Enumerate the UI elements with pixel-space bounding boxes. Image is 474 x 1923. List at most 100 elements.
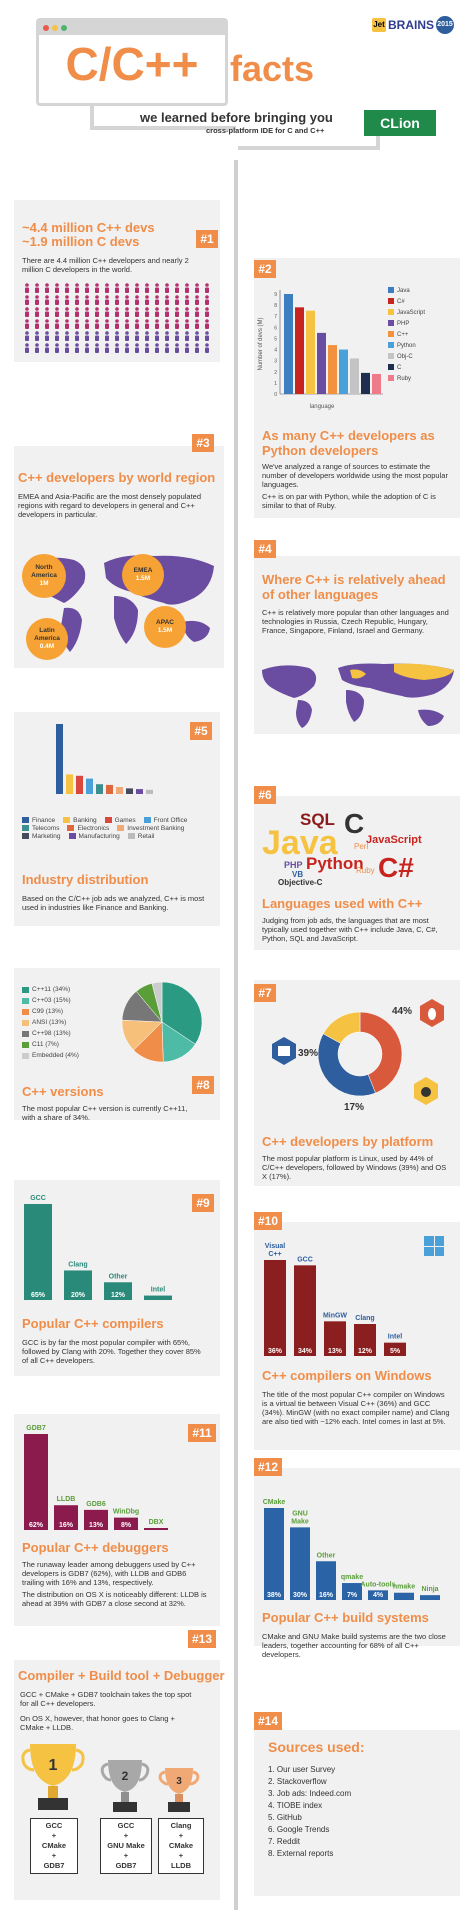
s7-title: C++ versions: [22, 1084, 104, 1099]
person-icon: [75, 347, 79, 353]
person-icon: [135, 299, 139, 305]
category-label: GDB7: [26, 1425, 46, 1432]
person-icon: [115, 287, 119, 293]
person-icon: [195, 343, 199, 347]
legend-label: Electronics: [77, 824, 110, 832]
person-icon: [205, 323, 209, 329]
person-icon: [55, 335, 59, 341]
person-icon: [155, 331, 159, 335]
svg-text:3: 3: [176, 1776, 182, 1787]
legend-swatch: [388, 309, 394, 315]
person-icon: [75, 295, 79, 299]
person-icon: [45, 295, 49, 299]
legend-label: Finance: [32, 816, 56, 824]
person-icon: [75, 331, 79, 335]
person-icon: [205, 299, 209, 305]
close-dot: [43, 25, 49, 31]
category-label: nmake: [393, 1584, 415, 1591]
person-icon: [35, 311, 39, 317]
person-icon: [135, 319, 139, 323]
person-icon: [135, 283, 139, 287]
category-label: GNU: [292, 1510, 308, 1517]
slice-label: 17%: [344, 1102, 364, 1112]
bar: [104, 1282, 132, 1300]
bar: [394, 1592, 414, 1600]
person-icon: [185, 331, 189, 335]
window-titlebar: [39, 21, 225, 35]
jetbrains-icon: Jet: [372, 18, 386, 32]
category-label: LLDB: [57, 1496, 76, 1503]
person-icon: [125, 295, 129, 299]
languages-chart: 0 1 2 3 4 5 6 7 8 9 Number of devs (M) language Java…: [258, 287, 425, 410]
person-icon: [135, 323, 139, 329]
person-icon: [45, 287, 49, 293]
person-icon: [205, 347, 209, 353]
data-label: 4%: [373, 1592, 384, 1599]
person-icon: [105, 295, 109, 299]
s10-text: The title of the most popular C++ compil…: [262, 1390, 450, 1426]
category-label: MinGW: [323, 1312, 347, 1319]
person-icon: [115, 323, 119, 329]
person-icon: [65, 335, 69, 341]
person-icon: [105, 331, 109, 335]
category-label: Other: [109, 1273, 128, 1280]
person-icon: [145, 323, 149, 329]
category-label: qmake: [341, 1574, 363, 1581]
person-icon: [55, 299, 59, 305]
person-icon: [105, 319, 109, 323]
legend-swatch: [388, 320, 394, 326]
legend-swatch: [22, 1019, 29, 1026]
person-icon: [65, 343, 69, 347]
person-icon: [205, 307, 209, 311]
bar: [294, 1265, 316, 1356]
linux-icon: [428, 1008, 436, 1020]
person-icon: [165, 323, 169, 329]
s14-title: Sources used:: [268, 1739, 365, 1755]
legend-swatch: [22, 833, 29, 839]
person-icon: [25, 335, 29, 341]
person-icon: [85, 323, 89, 329]
person-icon: [195, 299, 199, 305]
person-icon: [75, 311, 79, 317]
region-value: 0.4M: [39, 643, 55, 650]
data-label: 30%: [293, 1592, 308, 1599]
source-item: 5. GitHub: [268, 1813, 302, 1822]
person-icon: [95, 319, 99, 323]
legend-label: Marketing: [32, 832, 61, 840]
people-grid: [25, 283, 209, 353]
person-icon: [125, 283, 129, 287]
person-icon: [165, 299, 169, 305]
person-icon: [75, 335, 79, 341]
person-icon: [105, 283, 109, 287]
data-label: 20%: [71, 1292, 86, 1299]
category-label: Ninja: [421, 1586, 438, 1593]
cloud-word: Java: [262, 824, 338, 862]
s1-title1: ~4.4 million C++ devs: [22, 220, 155, 235]
category-label: Visual: [265, 1243, 286, 1250]
data-label: 8%: [121, 1522, 132, 1529]
subtitle: we learned before bringing you: [140, 110, 333, 125]
maximize-dot: [61, 25, 67, 31]
person-icon: [45, 323, 49, 329]
person-icon: [175, 295, 179, 299]
person-icon: [25, 319, 29, 323]
legend-item: Retail: [127, 832, 154, 840]
s8-title: C++ developers by platform: [262, 1134, 434, 1149]
category-label: CMake: [263, 1499, 286, 1506]
person-icon: [75, 319, 79, 323]
podium-line: GDB7: [115, 1861, 137, 1870]
person-icon: [65, 319, 69, 323]
s6-text: Judging from job ads, the languages that…: [262, 916, 438, 943]
podium-2: GCC + GNU Make + GDB7: [100, 1818, 152, 1874]
person-icon: [85, 283, 89, 287]
person-icon: [205, 319, 209, 323]
person-icon: [85, 319, 89, 323]
clion-button[interactable]: CLion: [364, 110, 436, 136]
legend-label: C: [397, 365, 402, 371]
legend-label: C++11 (34%): [32, 986, 71, 993]
cloud-word: PHP: [284, 860, 303, 870]
person-icon: [165, 331, 169, 335]
slice-label: 39%: [298, 1048, 318, 1059]
cloud-word: C#: [378, 852, 414, 883]
